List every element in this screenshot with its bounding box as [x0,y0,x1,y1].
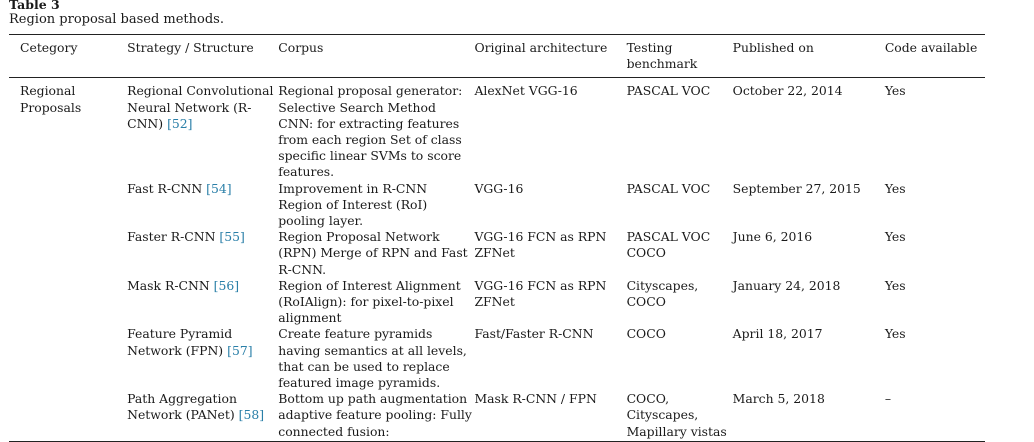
table-row: Feature Pyramid Network (FPN) [57] Creat… [9,326,985,391]
cell-benchmark: COCO, Cityscapes, Mapillary vistas [626,391,733,442]
cell-corpus: Regional proposal generator: Selective S… [278,83,463,180]
cell-architecture: Mask R-CNN / FPN [474,391,627,442]
header-row: Cetegory Strategy / Structure Corpus Ori… [9,33,985,79]
cell-published: April 18, 2017 [732,326,823,342]
region-proposal-table: Cetegory Strategy / Structure Corpus Ori… [9,33,985,442]
cell-code: Yes [884,326,906,342]
cell-category [9,229,127,278]
cell-strategy: Fast R-CNN [54] [127,181,278,230]
table-label: Table 3 [9,0,60,12]
cell-corpus: Region of Interest Alignment (RoIAlign):… [278,277,461,326]
cell-architecture: VGG-16 FCN as RPN ZFNet [474,229,607,261]
cell-corpus: Region Proposal Network (RPN) Merge of R… [278,229,468,277]
reference-link[interactable]: [57] [227,342,253,358]
cell-code: Yes [884,277,906,293]
table-header: Cetegory Strategy / Structure Corpus Ori… [9,33,985,79]
strategy-name: Path Aggregation Network (PANet) [127,391,237,423]
cell-code: Yes [884,83,906,99]
cell-published: March 5, 2018 [732,391,885,442]
cell-strategy: Mask R-CNN [56] [127,278,278,327]
cell-corpus: Create feature pyramids having semantics… [278,326,467,391]
strategy-name: Faster R-CNN [127,229,216,245]
cell-benchmark: PASCAL VOC [626,83,711,99]
cell-code: Yes [884,229,906,245]
header-published: Published on [732,33,885,79]
cell-code: Yes [884,180,906,196]
cell-architecture: AlexNet VGG-16 [474,83,578,99]
cell-benchmark: Cityscapes, COCO [626,277,699,310]
cell-strategy: Path Aggregation Network (PANet) [58] [127,391,279,442]
cell-published: September 27, 2015 [732,180,861,196]
cell-benchmark: PASCAL VOC COCO [626,229,711,261]
reference-link[interactable]: [55] [219,229,245,245]
cell-architecture: VGG-16 FCN as RPN ZFNet [474,277,607,310]
reference-link[interactable]: [52] [167,115,193,131]
header-category: Cetegory [9,33,128,79]
cell-published: October 22, 2014 [732,83,843,99]
cell-category [9,181,127,230]
reference-link[interactable]: [54] [206,180,232,196]
cell-category [9,326,127,391]
cell-category: Regional Proposals [20,83,82,115]
reference-link[interactable]: [56] [213,277,240,293]
strategy-name: Feature Pyramid Network (FPN) [127,326,233,358]
cell-corpus: Improvement in R-CNN Region of Interest … [278,180,428,229]
header-corpus: Corpus [278,33,475,79]
cell-category [9,391,128,442]
cell-code: – [884,391,985,442]
table-caption: Table 3 Region proposal based methods. [9,0,224,27]
cell-strategy: Faster R-CNN [55] [127,229,278,278]
header-strategy: Strategy / Structure [127,33,279,79]
table-body: Regional Proposals Regional Convolutiona… [9,78,985,442]
cell-corpus: Bottom up path augmentation adaptive fea… [278,391,475,442]
table-row: Mask R-CNN [56] Region of Interest Align… [9,278,985,327]
cell-strategy: Regional Convolutional Neural Network (R… [127,78,278,181]
table-row: Fast R-CNN [54] Improvement in R-CNN Reg… [9,181,985,230]
cell-architecture: Fast/Faster R-CNN [474,326,594,342]
strategy-name: Mask R-CNN [127,277,210,293]
cell-benchmark: PASCAL VOC [626,180,711,196]
cell-published: June 6, 2016 [732,229,813,245]
cell-architecture: VGG-16 [474,180,524,196]
table-row: Faster R-CNN [55] Region Proposal Networ… [9,229,985,278]
cell-benchmark: COCO [626,326,666,342]
strategy-name: Regional Convolutional Neural Network (R… [127,83,274,131]
header-benchmark: Testing benchmark [626,33,733,79]
table-row: Regional Proposals Regional Convolutiona… [9,78,985,181]
table-title: Region proposal based methods. [9,12,224,27]
reference-link[interactable]: [58] [238,407,265,423]
strategy-name: Fast R-CNN [127,180,203,196]
cell-published: January 24, 2018 [732,277,841,293]
cell-strategy: Feature Pyramid Network (FPN) [57] [127,326,278,391]
cell-category [9,278,127,327]
table-row: Path Aggregation Network (PANet) [58] Bo… [9,391,985,442]
header-architecture: Original architecture [474,33,627,79]
header-code: Code available [884,33,985,79]
